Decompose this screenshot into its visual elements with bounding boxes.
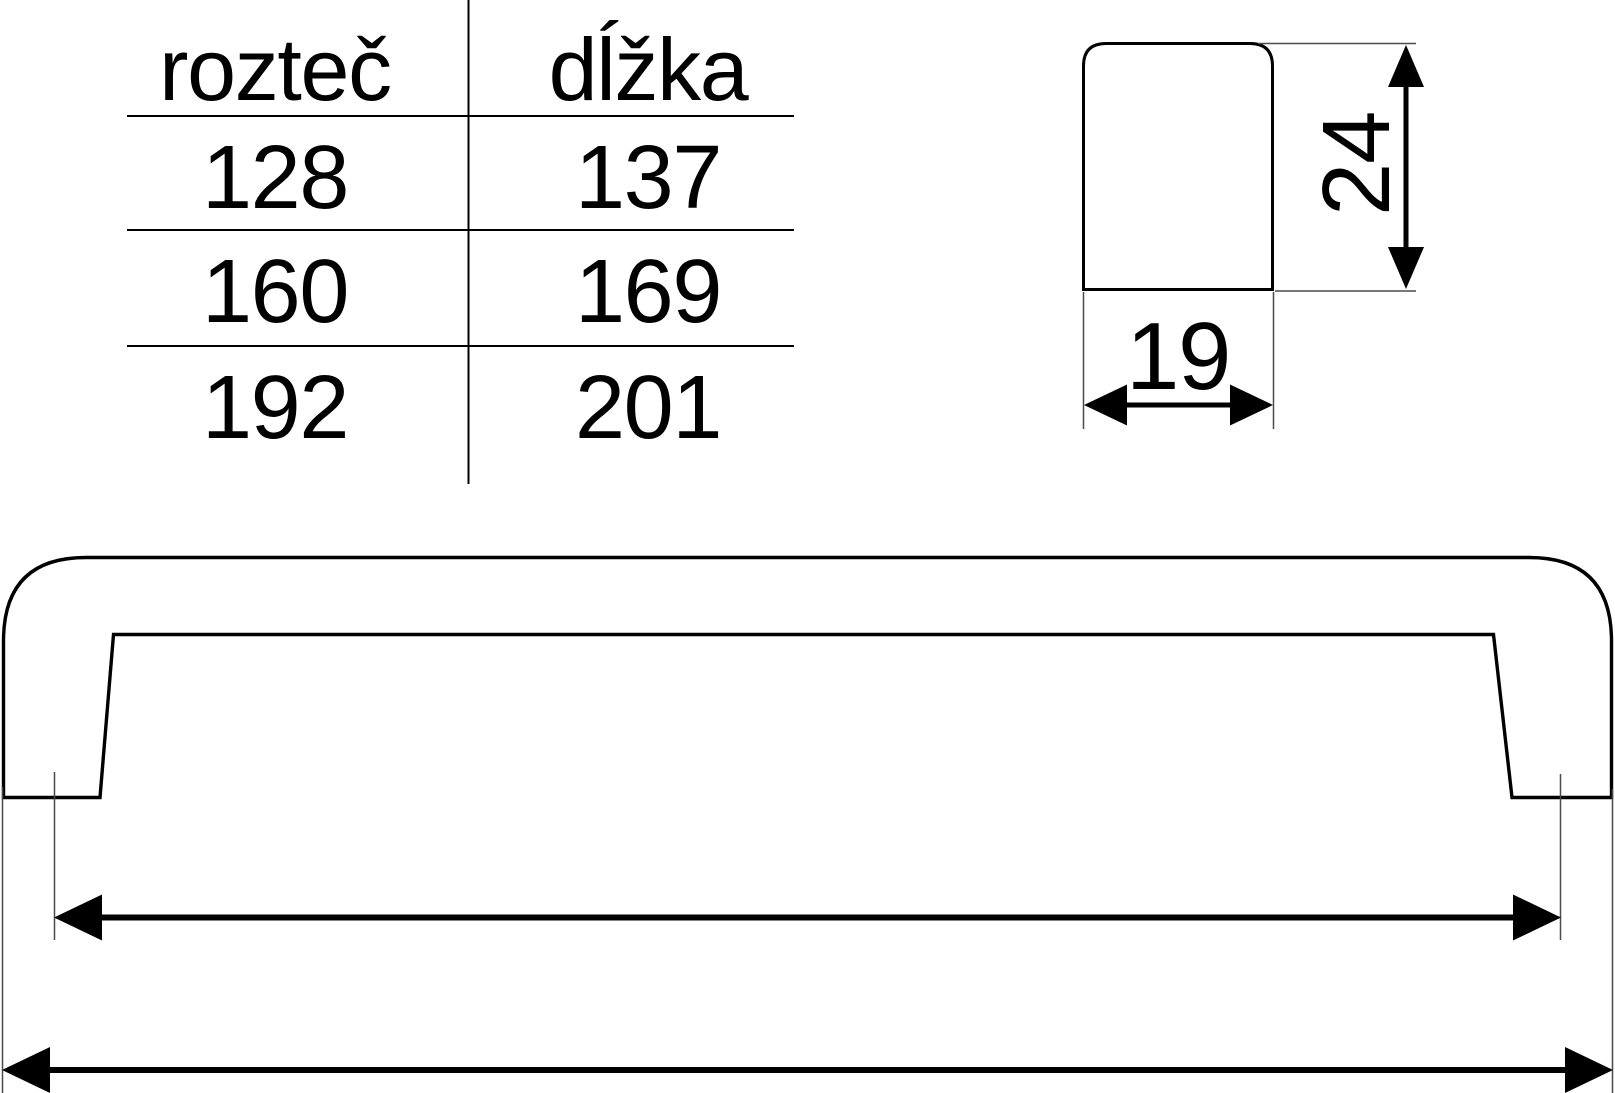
hole-spacing-dimension-arrow: [54, 894, 1561, 941]
table-cell-roztec-2: 160: [202, 242, 348, 342]
table-cell-roztec-1: 128: [202, 128, 348, 228]
cross-section-extension-lines: [1082, 42, 1416, 429]
arrowhead-right-icon: [1230, 384, 1273, 426]
table-header-roztec: rozteč: [159, 20, 391, 119]
width-dimension-label: 19: [1126, 303, 1230, 410]
cross-section-profile-outline: [1082, 42, 1274, 291]
table-cell-roztec-3: 192: [202, 358, 348, 458]
arrowhead-right-icon: [1513, 894, 1561, 941]
arrowhead-up-icon: [1388, 45, 1424, 87]
arrowhead-down-icon: [1388, 247, 1424, 289]
front-view: [1, 555, 1614, 1093]
arrowhead-left-icon: [2, 1047, 50, 1093]
arrowhead-left-icon: [1084, 384, 1127, 426]
handle-outline: [1, 555, 1614, 800]
table-cell-dlzka-1: 137: [575, 128, 721, 228]
height-dimension-arrow: [1388, 45, 1424, 289]
overall-length-dimension-arrow: [2, 1047, 1613, 1093]
arrowhead-right-icon: [1565, 1047, 1613, 1093]
table-cell-dlzka-2: 169: [575, 242, 721, 342]
table-header-dlzka: dĺžka: [549, 20, 749, 119]
front-view-extension-lines: [1, 772, 1614, 1093]
height-dimension-label: 24: [1303, 112, 1410, 216]
table-grid-lines: [127, 0, 794, 484]
dimension-table: rozteč dĺžka 128 137 160 169 192 201: [127, 0, 794, 484]
width-dimension-arrow: [1084, 384, 1273, 426]
cross-section-view: 24 19: [1082, 42, 1424, 429]
arrowhead-left-icon: [54, 894, 102, 941]
table-cell-dlzka-3: 201: [575, 358, 721, 458]
